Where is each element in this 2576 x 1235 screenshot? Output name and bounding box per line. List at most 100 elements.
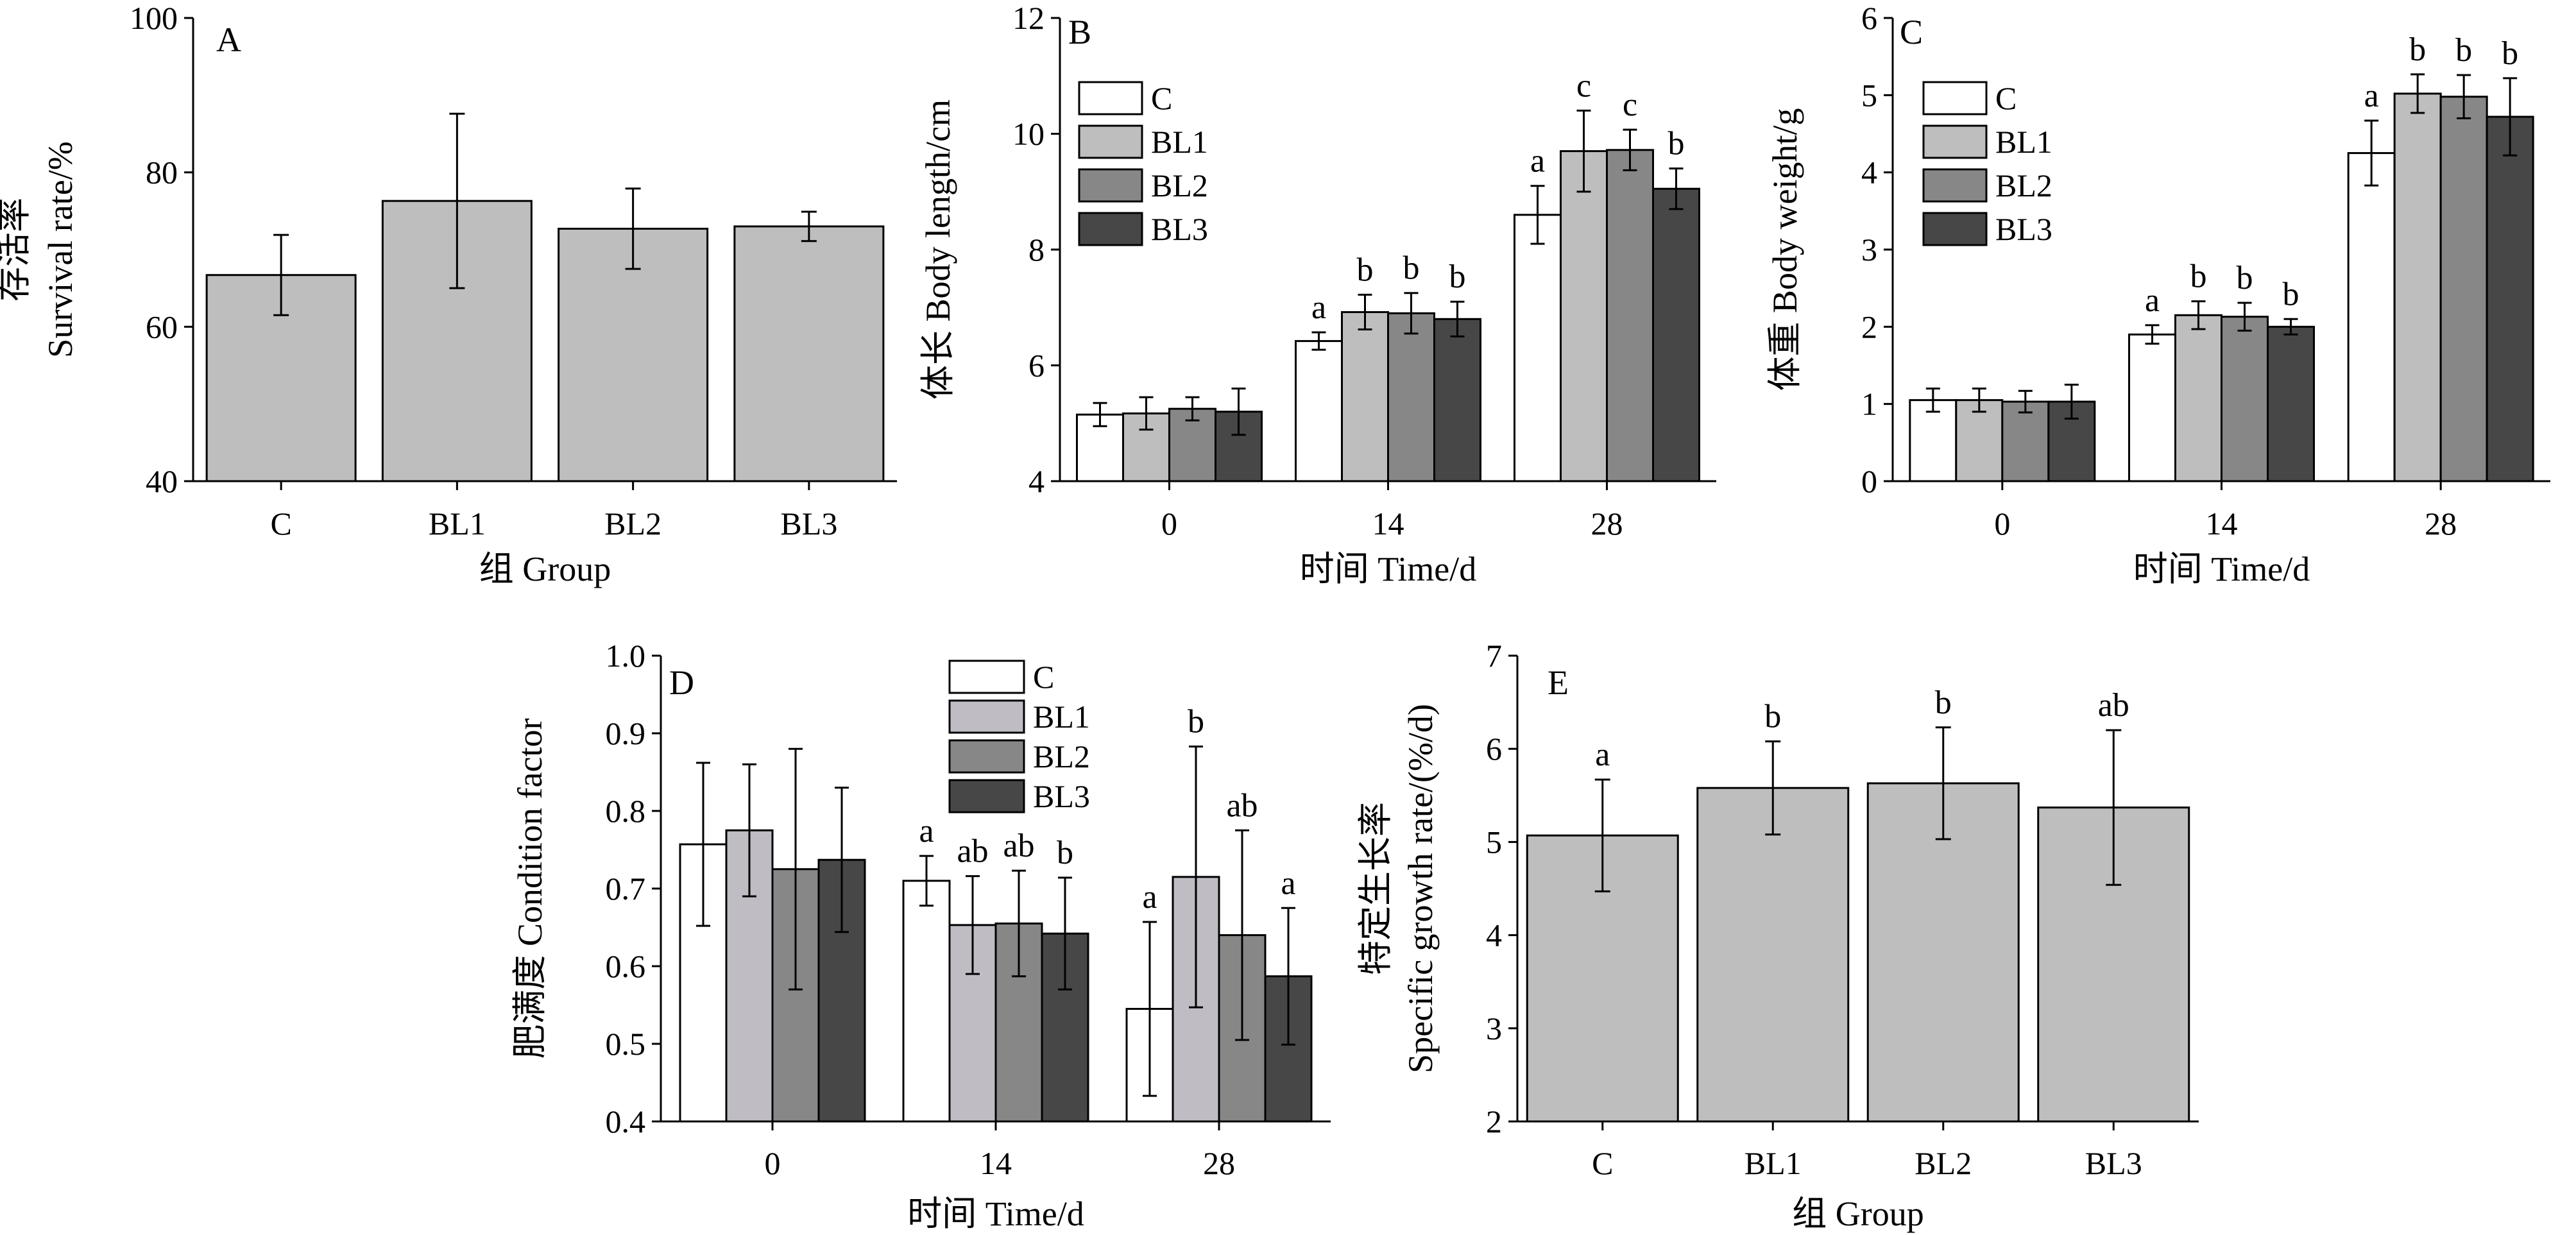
legend-label: BL2 <box>1033 738 1090 774</box>
bar <box>558 228 709 482</box>
bar <box>2047 400 2096 482</box>
y-axis-label: 肥满度 Condition factor <box>511 719 549 1059</box>
bar <box>1652 187 1700 482</box>
bar <box>2486 115 2534 482</box>
bar <box>2439 96 2488 482</box>
y-axis-label-en: Body length/cm <box>919 99 957 321</box>
y-axis-label-zh: 体重 <box>1766 313 1804 391</box>
bar <box>2128 333 2176 482</box>
bar <box>733 225 885 482</box>
significance-letter: a <box>1595 737 1610 773</box>
bar <box>902 880 951 1123</box>
y-tick-label: 2 <box>1861 309 1877 345</box>
y-tick-label: 0.5 <box>606 1026 646 1062</box>
legend-swatch <box>948 660 1025 694</box>
x-axis-label: 时间 Time/d <box>1300 550 1477 588</box>
significance-letter: b <box>1057 835 1073 871</box>
significance-letter: b <box>2237 260 2253 296</box>
panel-letter: A <box>216 21 241 59</box>
y-axis-label-zh: 肥满度 <box>511 946 549 1059</box>
y-tick-label: 10 <box>1012 116 1045 152</box>
panel-e: 2 3 4 5 6 7 E Ca BL1 b BL2 b BL3 ab 组 Group 特定生长率 Specif… <box>1356 638 2199 1233</box>
legend-swatch <box>1922 124 1988 159</box>
significance-letter: a <box>1142 879 1157 916</box>
significance-letter: b <box>1357 251 1374 288</box>
significance-letter: b <box>1403 250 1420 287</box>
bar <box>1514 214 1562 482</box>
significance-letter: c <box>1623 87 1637 123</box>
legend-label: BL3 <box>1995 211 2052 247</box>
bar <box>1696 787 1850 1123</box>
y-tick-label: 80 <box>146 155 178 191</box>
y-axis-label: 体重 Body weight/g <box>1766 108 1804 391</box>
y-tick-label: 60 <box>146 309 178 345</box>
y-tick-label: 4 <box>1028 463 1045 499</box>
y-tick-label: 0.9 <box>606 715 646 751</box>
x-axis-label: 时间 Time/d <box>907 1195 1084 1233</box>
x-tick-label: BL1 <box>1744 1145 1802 1181</box>
x-axis-label: 时间 Time/d <box>2133 550 2310 588</box>
bar <box>2393 92 2442 482</box>
significance-letter: b <box>2283 276 2299 312</box>
bar <box>1606 149 1654 482</box>
x-tick-label: 14 <box>980 1145 1012 1181</box>
bar <box>1295 340 1343 482</box>
legend-swatch <box>1078 168 1143 203</box>
x-tick-label: 28 <box>2425 506 2457 541</box>
y-axis-label-zh: 体长 <box>919 321 957 400</box>
significance-letter: a <box>1311 289 1326 326</box>
significance-letter: ab <box>2098 687 2129 724</box>
significance-letter: b <box>2455 32 2472 69</box>
significance-letter: ab <box>1226 787 1258 824</box>
legend-label: BL2 <box>1151 167 1208 203</box>
y-tick-label: 0.8 <box>606 793 646 829</box>
y-tick-label: 1.0 <box>606 638 646 674</box>
legend-label: BL3 <box>1151 211 1208 247</box>
legend-label: C <box>1151 80 1172 116</box>
x-tick-label: BL3 <box>2085 1145 2142 1181</box>
y-axis-label-en: Body weight/g <box>1766 108 1804 314</box>
panel-letter: C <box>1900 13 1923 51</box>
legend-swatch <box>1078 212 1143 246</box>
x-axis-label: 组 Group <box>479 550 611 588</box>
y-tick-label: 4 <box>1861 155 1877 191</box>
y-tick-label: 100 <box>130 0 178 36</box>
legend-swatch <box>1078 124 1143 159</box>
bar <box>2347 152 2396 482</box>
x-tick-label: C <box>270 506 291 541</box>
bar <box>2221 316 2269 482</box>
x-axis-label: 组 Group <box>1792 1195 1923 1233</box>
y-tick-label: 0 <box>1861 463 1877 499</box>
bar <box>1433 318 1481 482</box>
legend-label: BL1 <box>1995 124 2052 160</box>
significance-letter: b <box>1449 259 1466 295</box>
panel-letter: D <box>669 663 694 702</box>
legend-swatch <box>948 699 1025 734</box>
bar <box>2001 400 2050 482</box>
significance-letter: b <box>2502 35 2518 72</box>
significance-letter: a <box>1530 143 1545 180</box>
y-tick-label: 3 <box>1486 1010 1502 1046</box>
x-tick-label: 14 <box>2206 506 2238 541</box>
legend-swatch <box>1922 81 1988 115</box>
legend-label: BL1 <box>1033 699 1090 735</box>
bar <box>1387 312 1435 482</box>
y-tick-label: 40 <box>146 463 178 499</box>
y-tick-label: 6 <box>1861 0 1877 36</box>
panel-letter: B <box>1068 13 1091 51</box>
legend-label: BL2 <box>1995 167 2052 203</box>
y-tick-label: 7 <box>1486 638 1502 674</box>
y-axis-label: Specific growth rate/(%/d) <box>1401 704 1440 1073</box>
significance-letter: b <box>1764 699 1781 735</box>
x-tick-label: 0 <box>1994 506 2010 541</box>
legend-swatch <box>948 779 1025 813</box>
y-tick-label: 6 <box>1486 731 1502 767</box>
significance-letter: a <box>1281 865 1295 901</box>
y-tick-label: 0.4 <box>606 1103 646 1139</box>
x-tick-label: 0 <box>1161 506 1177 541</box>
legend-swatch <box>1922 212 1988 246</box>
